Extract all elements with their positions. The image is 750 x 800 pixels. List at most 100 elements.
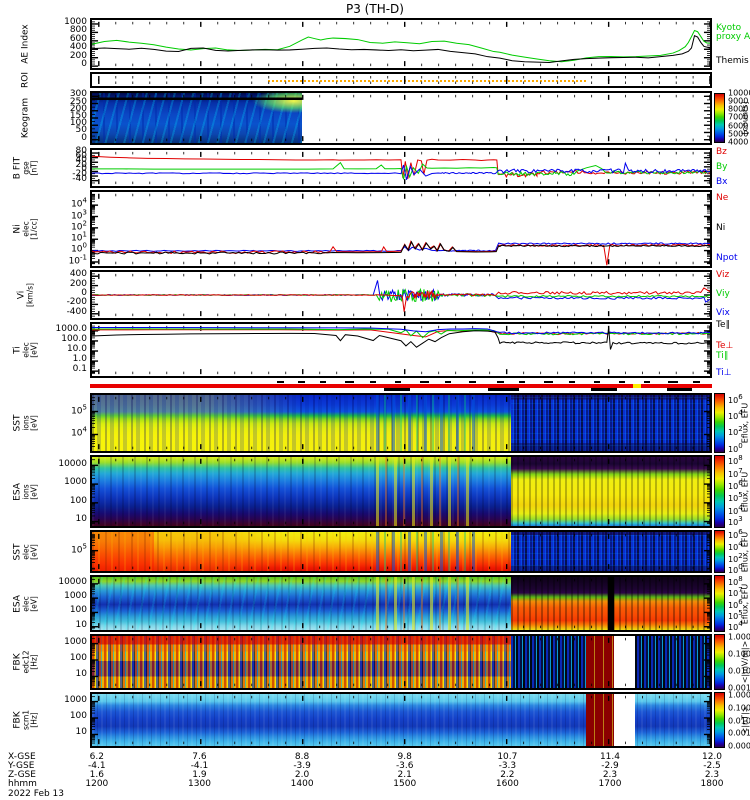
fbk-edc12-data-gap bbox=[613, 636, 636, 688]
flag-top-dash bbox=[643, 381, 650, 383]
series-By bbox=[92, 161, 710, 180]
panel-sst-ions: 105 104 SST ions [eV] 106 104 102 100 Eflux, EFU bbox=[0, 393, 750, 453]
velocity-plot-area bbox=[90, 270, 712, 320]
flag-top-dash bbox=[693, 381, 700, 383]
series-Ni bbox=[92, 240, 710, 255]
line-label-By: By bbox=[716, 162, 728, 173]
flag-bottom-bar bbox=[383, 388, 411, 391]
fbk-edc12-plot-area bbox=[90, 634, 712, 690]
colorbar bbox=[714, 575, 725, 632]
velocity-plot bbox=[92, 273, 710, 317]
axis-value-y_gse: -4.1 bbox=[88, 761, 106, 771]
fbk-edc12-plot bbox=[92, 637, 710, 687]
colorbar-tick-label: 107 bbox=[728, 586, 743, 598]
esa-ions-plot-area bbox=[90, 455, 712, 528]
ytick-label: 1000 bbox=[64, 17, 87, 28]
colorbar-unit-label: <|nT|> bbox=[740, 705, 750, 735]
axis-value-x_gse: 9.8 bbox=[397, 752, 412, 762]
axis-value-y_gse: -3.9 bbox=[293, 761, 311, 771]
y-axis-label: ROI bbox=[20, 72, 30, 88]
y-axis-label-line: [Hz] bbox=[29, 654, 39, 670]
y-axis-label-line: [nT] bbox=[29, 160, 39, 176]
colorbar-tick-label: 7000 bbox=[728, 112, 749, 122]
colorbar-tick-label: 106 bbox=[728, 393, 743, 405]
ytick-label: 100 bbox=[69, 118, 87, 129]
colorbar-tick-label: 103 bbox=[728, 514, 743, 527]
flag-top-dash bbox=[276, 381, 285, 383]
colorbar bbox=[714, 634, 725, 690]
axis-value-y_gse: -2.5 bbox=[703, 761, 721, 771]
ytick-label: 10-1 bbox=[68, 253, 87, 267]
sst-electrons-plot bbox=[92, 533, 710, 570]
ytick-label: 1000.0 bbox=[55, 324, 88, 334]
colorbar-tick-label: 104 bbox=[728, 620, 743, 633]
line-label-Bx: Bx bbox=[716, 177, 728, 188]
axis-value-hhmm: 1500 bbox=[393, 779, 417, 789]
ytick-label: 100.0 bbox=[61, 334, 87, 344]
time-axis: X-GSE Y-GSE Z-GSE hhmm 6.2 -4.1 1.6 1200 7.6 -4.1… bbox=[0, 750, 750, 800]
colorbar-unit-label: Eflux, EFU bbox=[740, 471, 750, 512]
flag-top-dash bbox=[618, 381, 625, 383]
ytick-label: 50 bbox=[75, 125, 87, 136]
colorbar-unit-label: [counts] bbox=[740, 101, 750, 135]
colorbar-tick-label: 106 bbox=[728, 528, 743, 541]
axis-value-hhmm: 1700 bbox=[598, 779, 622, 789]
esa-electrons-data-gap-line bbox=[608, 577, 615, 630]
flag-top-dash bbox=[444, 381, 451, 383]
axis-value-z_gse: 2.1 bbox=[397, 770, 412, 780]
panel-velocity: 400 200 0 -200 -400 Vi [km/s] Viz Viy Vix bbox=[0, 269, 750, 320]
ytick-label: -40 bbox=[72, 173, 87, 184]
b-fit-plot-area bbox=[90, 148, 712, 188]
y-axis-label-line: [eV] bbox=[29, 543, 39, 560]
fbk-edc12-saturated-block bbox=[586, 636, 614, 688]
panel-flag-bar bbox=[0, 381, 750, 391]
flag-top-dash bbox=[394, 381, 401, 383]
axis-value-hhmm: 1400 bbox=[290, 779, 314, 789]
colorbar-tick-label: 100 bbox=[728, 563, 743, 575]
colorbar-tick-label: 102 bbox=[728, 425, 743, 438]
axis-row-label: X-GSE bbox=[8, 752, 36, 762]
y-axis-label: AE Index bbox=[20, 24, 30, 63]
axis-value-y_gse: -2.9 bbox=[601, 761, 619, 771]
y-axis-label-line: [eV] bbox=[29, 342, 39, 358]
axis-value-hhmm: 1200 bbox=[85, 779, 109, 789]
date-label: 2022 Feb 13 bbox=[8, 789, 65, 799]
axis-value-x_gse: 7.6 bbox=[192, 752, 207, 762]
panel-temperature: 1000.0 100.0 10.0 1.0 0.1 Ti elec [eV] Te∥ Te⊥ Ti∥… bbox=[0, 321, 750, 378]
ytick-label: 103 bbox=[71, 208, 87, 222]
colorbar-tick-label: 104 bbox=[728, 540, 743, 552]
esa-electrons-plot bbox=[92, 578, 710, 629]
axis-value-hhmm: 1800 bbox=[700, 779, 724, 789]
ytick-label: 80 bbox=[75, 146, 87, 157]
ytick-label: 10 bbox=[75, 727, 87, 738]
series-Npot bbox=[92, 242, 710, 252]
axis-value-x_gse: 6.2 bbox=[89, 752, 104, 762]
flag-bottom-bar bbox=[590, 388, 618, 391]
ytick-label: 100 bbox=[71, 241, 87, 255]
sst-ions-dropout-streaks bbox=[376, 395, 476, 451]
axis-value-x_gse: 12.0 bbox=[701, 752, 723, 762]
ytick-label: 0 bbox=[81, 164, 87, 175]
colorbar bbox=[714, 393, 725, 453]
panel-fbk-edc12: 1000 100 10 FBK edc12 [Hz] 1.000 0.100 0.010 0.00… bbox=[0, 633, 750, 692]
line-label-Ni: Ni bbox=[716, 223, 726, 234]
keogram-spectrogram bbox=[92, 93, 303, 143]
colorbar-tick-label: 0.100 bbox=[728, 649, 750, 659]
ytick-label: 100 bbox=[69, 711, 87, 722]
line-label-Viz: Viz bbox=[716, 270, 730, 281]
roi-plot-area bbox=[90, 72, 712, 88]
flag-yellow-segment bbox=[633, 384, 642, 388]
colorbar-tick-label: 105 bbox=[728, 491, 743, 504]
colorbar-tick-label: 104 bbox=[728, 503, 743, 516]
series-Te∥ bbox=[92, 327, 710, 350]
line-label-Te⊥: Te⊥ bbox=[716, 341, 734, 352]
colorbar-tick-label: 106 bbox=[728, 479, 743, 491]
ytick-label: 0 bbox=[81, 288, 87, 298]
ytick-label: 200 bbox=[69, 50, 87, 61]
axis-value-x_gse: 8.8 bbox=[294, 752, 310, 762]
line-label-Ti∥: Ti∥ bbox=[716, 350, 729, 361]
panel-roi: ROI bbox=[0, 72, 750, 88]
colorbar-tick-label: 108 bbox=[728, 454, 743, 466]
